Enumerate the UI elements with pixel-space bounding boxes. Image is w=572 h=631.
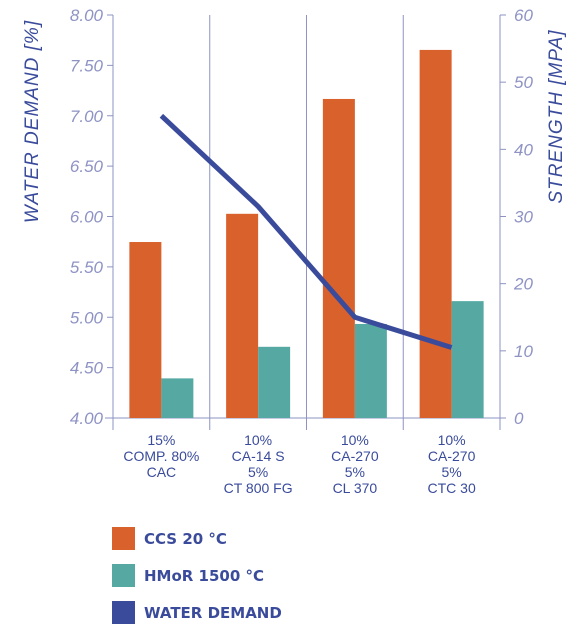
bar-ccs (129, 242, 161, 418)
legend-item-ccs: CCS 20 °C (112, 520, 282, 557)
category-label-line: 10% (244, 432, 272, 448)
bar-hmor (452, 301, 484, 418)
bar-hmor (161, 378, 193, 418)
legend-label-ccs: CCS 20 °C (144, 530, 227, 548)
y2-axis-title: STRENGTH [MPA] (546, 29, 567, 203)
bar-ccs (323, 99, 355, 418)
category-label-line: CL 370 (333, 480, 378, 496)
bar-hmor (355, 324, 387, 418)
bar-hmor (258, 347, 290, 418)
y-tick-label: 7.50 (70, 56, 104, 75)
category-label-line: CT 800 FG (224, 480, 293, 496)
legend-swatch-hmor (112, 564, 135, 587)
bar-ccs (226, 214, 258, 418)
y-tick-label: 6.50 (70, 157, 104, 176)
y2-tick-label: 0 (514, 409, 524, 428)
y2-tick-label: 30 (514, 208, 533, 227)
y-tick-label: 5.00 (70, 308, 104, 327)
category-label-line: 5% (442, 464, 462, 480)
legend-swatch-water-demand (112, 601, 135, 624)
y2-tick-label: 10 (514, 342, 533, 361)
y2-tick-label: 50 (514, 73, 533, 92)
category-label-line: 15% (147, 432, 175, 448)
y-axis-title: WATER DEMAND [%] (22, 20, 43, 223)
category-label-line: CA-270 (331, 448, 379, 464)
category-label-line: 5% (345, 464, 365, 480)
bar-ccs (420, 50, 452, 418)
legend-item-hmor: HMoR 1500 °C (112, 557, 282, 594)
y2-tick-label: 20 (513, 275, 533, 294)
category-label-line: CA-14 S (232, 448, 285, 464)
y-tick-label: 8.00 (70, 6, 104, 25)
y-tick-label: 4.00 (70, 409, 104, 428)
combo-chart: 4.00 4.50 5.00 5.50 6.00 6.50 7.00 7.50 8.00 0 10 2… (0, 0, 572, 520)
y2-tick-label: 40 (514, 140, 533, 159)
legend-label-hmor: HMoR 1500 °C (144, 567, 264, 585)
category-label-line: 10% (438, 432, 466, 448)
legend-swatch-ccs (112, 527, 135, 550)
category-label-line: CA-270 (428, 448, 476, 464)
category-label-line: COMP. 80% (123, 448, 199, 464)
legend-label-water-demand: WATER DEMAND (144, 604, 282, 622)
y-tick-label: 6.00 (70, 208, 104, 227)
legend-item-water-demand: WATER DEMAND (112, 594, 282, 631)
category-label: 15%COMP. 80%CAC (123, 432, 199, 480)
y-tick-label: 7.00 (70, 107, 104, 126)
category-label-line: 5% (248, 464, 268, 480)
y-tick-label: 4.50 (70, 359, 104, 378)
y2-tick-label: 60 (514, 6, 533, 25)
category-label-line: 10% (341, 432, 369, 448)
legend: CCS 20 °C HMoR 1500 °C WATER DEMAND (112, 520, 282, 631)
category-label-line: CAC (147, 464, 177, 480)
y-tick-label: 5.50 (70, 258, 104, 277)
category-label-line: CTC 30 (428, 480, 476, 496)
